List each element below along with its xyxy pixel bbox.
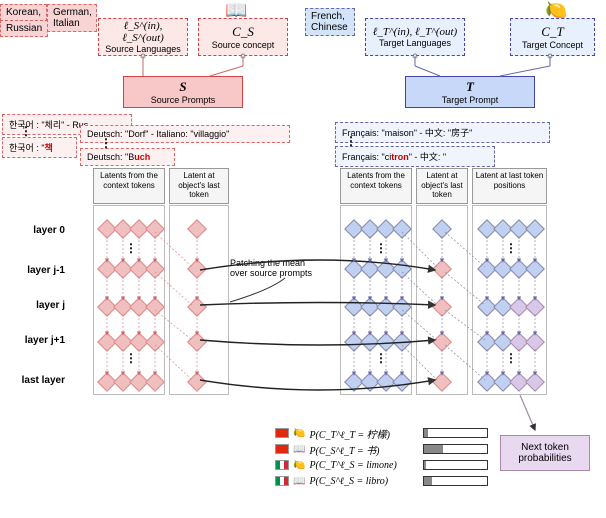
col-tgt-ctx: Latents from the context tokens	[340, 168, 412, 204]
emoji-book-3: 📖	[293, 476, 305, 487]
source-lang-sub: Source Languages	[105, 44, 181, 54]
source-lang-box: ℓ_S^(in), ℓ_S^(out) Source Languages	[98, 18, 188, 56]
layer-0: layer 0	[5, 225, 65, 236]
source-concept-sub: Source concept	[212, 40, 275, 50]
col-tgt-last: Latent at last token positions	[472, 168, 547, 204]
prob-row-0: 🍋 P(C_T^ℓ_T = 柠檬)	[275, 425, 495, 441]
source-concept-box: C_S Source concept	[198, 18, 288, 56]
result-label-box: Next token probabilities	[500, 435, 590, 471]
prob-expr-1: P(C_S^ℓ_T = 书)	[309, 442, 419, 457]
layer-j+1: layer j+1	[5, 335, 65, 346]
tgt-ex-0-text: Français: "maison" - 中文: "房子"	[342, 128, 472, 138]
layer-j: layer j	[5, 300, 65, 311]
src-S: S	[179, 79, 186, 95]
flag-cn-icon-1	[275, 444, 289, 454]
prob-bar-0	[423, 428, 488, 438]
prob-expr-3: P(C_S^ℓ_S = libro)	[309, 476, 419, 487]
emoji-lemon-2: 🍋	[293, 460, 305, 471]
flag-it-icon-3	[275, 476, 289, 486]
src-ex-1: 한국어 : "책	[2, 137, 77, 158]
tgt-prompt-sub: Target Prompt	[442, 95, 499, 105]
target-concept-sub: Target Concept	[522, 40, 583, 50]
src-ex-3: Deutsch: "Buch	[80, 148, 175, 166]
tgt-ex-0: Français: "maison" - 中文: "房子"	[335, 122, 550, 143]
lang-label-korean: Korean,	[0, 4, 47, 21]
target-lang-box: ℓ_T^(in), ℓ_T^(out) Target Languages	[365, 18, 465, 56]
col-src-obj: Latent at object's last token	[169, 168, 229, 204]
target-lang-sub: Target Languages	[379, 38, 451, 48]
tgt-ex-1: Français: "citron" - 中文: "	[335, 146, 495, 167]
prob-bar-1	[423, 444, 488, 454]
target-lang-formula: ℓ_T^(in), ℓ_T^(out)	[373, 26, 457, 38]
lang-label-ger-ita: German, Italian	[47, 4, 97, 32]
prob-expr-2: P(C_T^ℓ_S = limone)	[309, 460, 419, 471]
prob-bar-2	[423, 460, 488, 470]
patch-label: Patching the mean over source prompts	[230, 258, 325, 278]
src-prompts-sub: Source Prompts	[151, 95, 216, 105]
source-prompts-box: S Source Prompts	[123, 76, 243, 108]
target-prompt-box: T Target Prompt	[405, 76, 535, 108]
layer-j-1: layer j-1	[5, 265, 65, 276]
target-concept-box: C_T Target Concept	[510, 18, 595, 56]
flag-cn-icon	[275, 428, 289, 438]
source-concept-sym: C_S	[232, 24, 254, 40]
col-src-ctx: Latents from the context tokens	[93, 168, 165, 204]
prob-row-1: 📖 P(C_S^ℓ_T = 书)	[275, 441, 495, 457]
result-label-text: Next token probabilities	[518, 442, 571, 464]
prob-expr-0: P(C_T^ℓ_T = 柠檬)	[309, 426, 419, 441]
target-concept-sym: C_T	[541, 24, 563, 40]
col-tgt-obj: Latent at object's last token	[416, 168, 468, 204]
tgt-T: T	[466, 79, 474, 95]
prob-bar-3	[423, 476, 488, 486]
layer-last: last layer	[5, 375, 65, 386]
prob-row-3: 📖 P(C_S^ℓ_S = libro)	[275, 473, 495, 489]
prob-table: 🍋 P(C_T^ℓ_T = 柠檬) 📖 P(C_S^ℓ_T = 书) 🍋 P(C…	[275, 425, 495, 489]
source-lang-formula: ℓ_S^(in), ℓ_S^(out)	[102, 20, 184, 44]
flag-it-icon-2	[275, 460, 289, 470]
lang-label-fr-cn: French, Chinese	[305, 8, 355, 36]
emoji-book-1: 📖	[293, 444, 305, 455]
lang-label-russian: Russian	[0, 20, 48, 37]
prob-row-2: 🍋 P(C_T^ℓ_S = limone)	[275, 457, 495, 473]
emoji-lemon-0: 🍋	[293, 428, 305, 439]
